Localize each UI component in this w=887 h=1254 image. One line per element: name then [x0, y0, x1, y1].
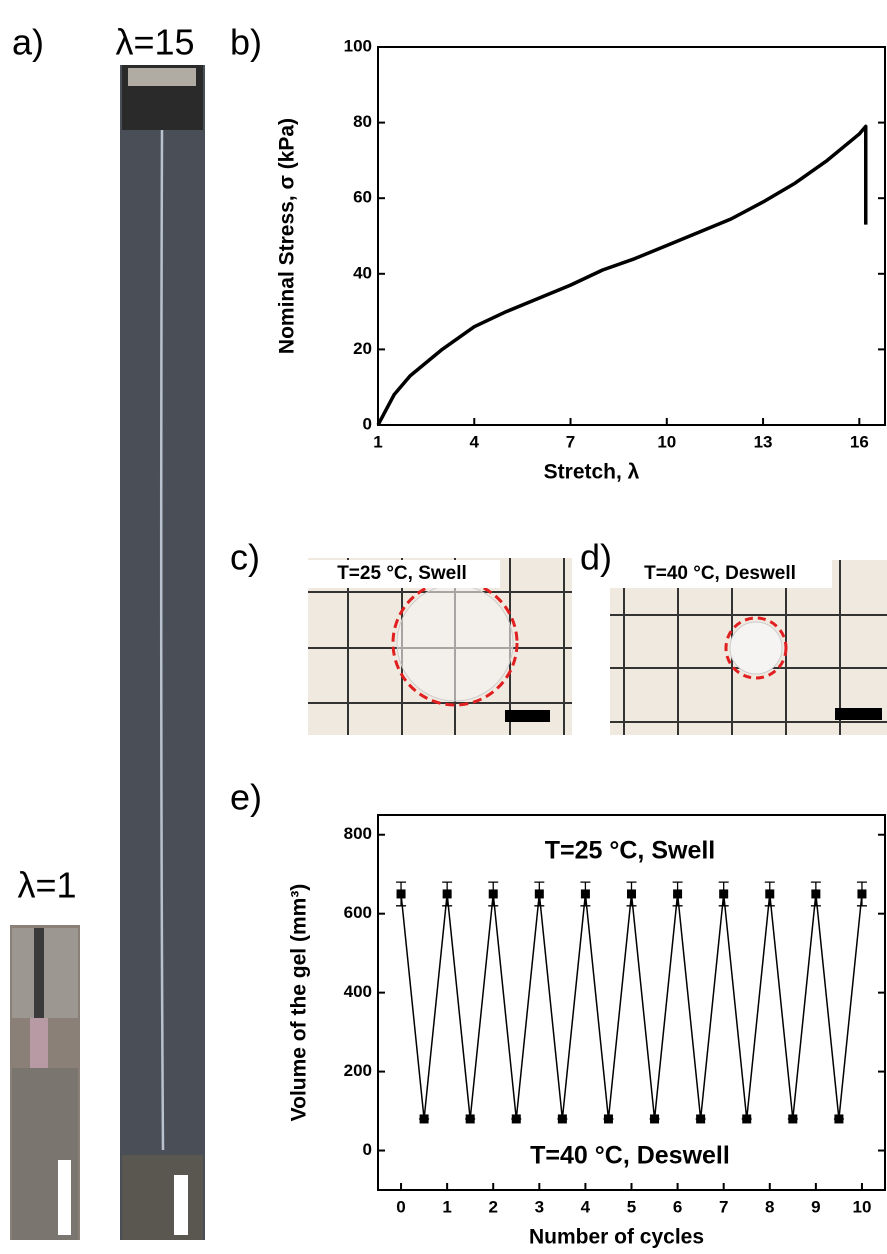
x-tick-label: 13: [754, 432, 773, 451]
x-axis-title: Stretch, λ: [544, 461, 640, 484]
x-tick-label: 9: [811, 1197, 820, 1216]
gel-strip: [30, 1018, 48, 1068]
x-axis-title: Number of cycles: [529, 1226, 704, 1249]
x-tick-label: 4: [581, 1197, 591, 1216]
outline-circle: [724, 616, 788, 680]
y-tick-label: 100: [344, 36, 372, 55]
data-point: [857, 889, 867, 899]
x-tick-label: 10: [852, 1197, 871, 1216]
panel-label: a): [12, 22, 44, 63]
photo-label: T=25 °C, Swell: [337, 563, 467, 584]
data-point: [419, 1114, 429, 1124]
x-tick-label: 10: [657, 432, 676, 451]
scale-bar: [835, 708, 882, 720]
y-axis-title: Volume of the gel (mm³): [288, 884, 311, 1122]
clamp-bottom: [122, 1155, 203, 1240]
outline-circle: [391, 579, 519, 707]
data-point: [396, 889, 406, 899]
data-point: [834, 1114, 844, 1124]
x-tick-label: 7: [719, 1197, 728, 1216]
y-tick-label: 400: [344, 982, 372, 1001]
x-tick-label: 1: [373, 432, 382, 451]
y-tick-label: 0: [363, 1140, 372, 1159]
data-point: [534, 889, 544, 899]
x-tick-label: 4: [470, 432, 480, 451]
data-point: [442, 889, 452, 899]
gel-strip: [159, 129, 165, 1151]
data-line: [376, 124, 868, 426]
annotation: T=25 °C, Swell: [545, 837, 715, 865]
data-point: [557, 1114, 567, 1124]
clamp-gap: [34, 928, 44, 1018]
photo-label: λ=15: [115, 22, 194, 63]
y-tick-label: 40: [353, 263, 372, 282]
photo-label: λ=1: [17, 865, 76, 906]
scale-bar: [58, 1160, 71, 1235]
gel-disc: [729, 621, 783, 675]
label-bg: [608, 560, 832, 588]
photo-label: T=40 °C, Deswell: [644, 563, 796, 584]
data-point: [511, 1114, 521, 1124]
clamp-top-face: [128, 68, 196, 86]
y-tick-label: 60: [353, 188, 372, 207]
photo-grid: [610, 560, 887, 735]
data-point: [765, 889, 775, 899]
panel-label: e): [230, 777, 262, 818]
data-point: [627, 889, 636, 899]
gel-disc: [396, 584, 514, 702]
y-tick-label: 800: [344, 824, 372, 843]
data-point: [465, 1114, 475, 1124]
scale-bar: [174, 1175, 188, 1235]
label-bg: [305, 560, 500, 588]
clamp-top: [12, 928, 78, 1018]
data-point: [788, 1114, 798, 1124]
panel-label: b): [230, 22, 262, 63]
data-line: [400, 893, 863, 1120]
plot-frame: [377, 814, 886, 1191]
data-point: [719, 889, 729, 899]
x-tick-label: 5: [627, 1197, 636, 1216]
data-point: [580, 889, 590, 899]
data-point: [696, 1114, 706, 1124]
data-point: [673, 889, 683, 899]
data-point: [811, 889, 821, 899]
y-tick-label: 600: [344, 903, 372, 922]
x-tick-label: 0: [396, 1197, 405, 1216]
panel-label: c): [230, 537, 260, 578]
data-point: [650, 1114, 660, 1124]
y-tick-label: 20: [353, 339, 372, 358]
x-tick-label: 1: [442, 1197, 451, 1216]
y-tick-label: 80: [353, 112, 372, 131]
data-point: [488, 889, 498, 899]
x-tick-label: 16: [850, 432, 869, 451]
scale-bar: [505, 710, 550, 722]
data-point: [742, 1114, 752, 1124]
annotation: T=40 °C, Deswell: [530, 1142, 730, 1170]
panel-label: d): [580, 537, 612, 578]
y-tick-label: 200: [344, 1061, 372, 1080]
x-tick-label: 7: [566, 432, 575, 451]
y-axis-title: Nominal Stress, σ (kPa): [276, 118, 299, 354]
x-tick-label: 6: [673, 1197, 682, 1216]
x-tick-label: 3: [535, 1197, 544, 1216]
plot-frame: [377, 46, 886, 426]
x-tick-label: 8: [765, 1197, 774, 1216]
y-tick-label: 0: [363, 414, 372, 433]
data-point: [603, 1114, 613, 1124]
x-tick-label: 2: [488, 1197, 497, 1216]
